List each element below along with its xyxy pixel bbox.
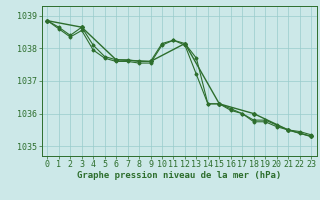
X-axis label: Graphe pression niveau de la mer (hPa): Graphe pression niveau de la mer (hPa) (77, 171, 281, 180)
